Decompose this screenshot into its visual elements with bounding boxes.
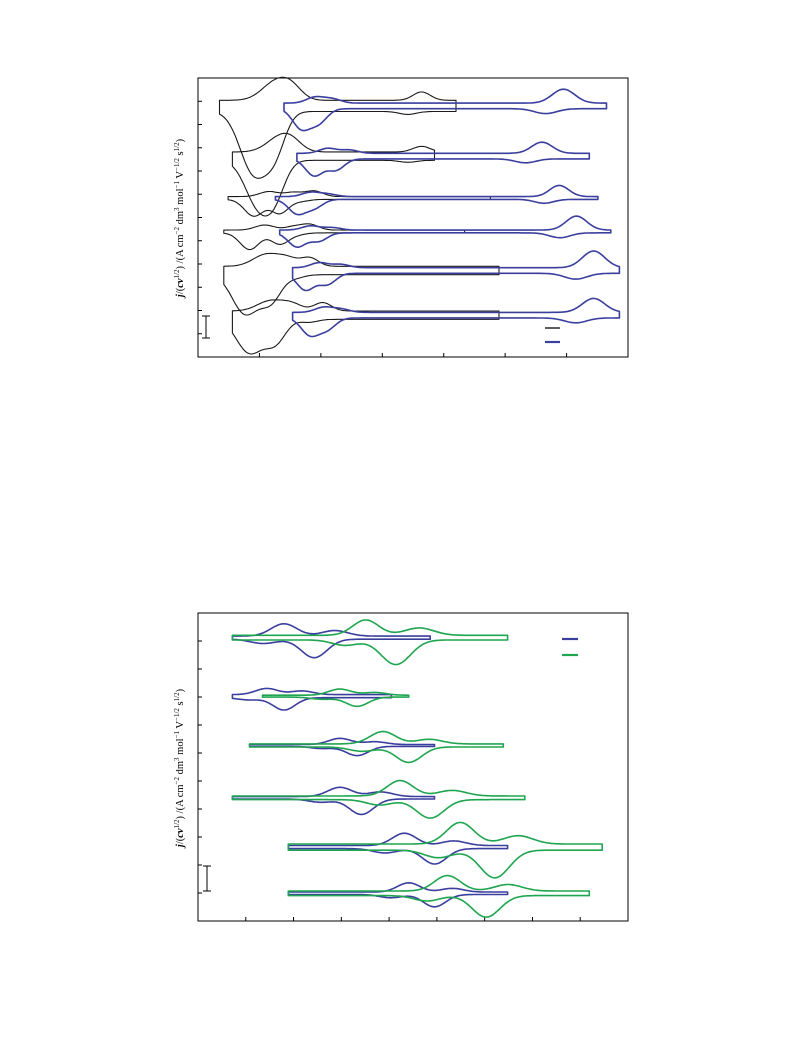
legend-top <box>545 327 560 344</box>
cv-trace-green <box>287 821 603 879</box>
tick-marks-bottom <box>198 640 581 921</box>
ylabel-part: V <box>175 721 186 731</box>
ylabel-part: −1 <box>173 181 181 189</box>
ylabel-part: −1 <box>173 731 181 739</box>
ylabel-part: 1/2 <box>173 819 181 828</box>
ylabel-part: mol <box>175 738 186 757</box>
y-axis-label-bottom: j/(cv1/2) /(A cm−2 dm3 mol−1 V−1/2 s1/2) <box>173 688 186 849</box>
scale-bar-top <box>202 315 210 339</box>
ylabel-part: s <box>175 701 186 708</box>
cv-trace-blue <box>283 88 608 132</box>
ylabel-part: j <box>175 844 186 849</box>
tick-marks-top <box>198 100 568 357</box>
ylabel-part: /( <box>175 287 186 294</box>
ylabel-part: 1/2 <box>173 142 181 151</box>
cv-trace-blue <box>287 882 509 908</box>
ylabel-part: cv <box>175 828 186 838</box>
cv-trace-black <box>218 76 457 179</box>
cv-trace-green <box>261 688 410 708</box>
cv-trace-black <box>223 223 466 251</box>
ylabel-part: ) <box>175 138 186 142</box>
cv-trace-blue <box>291 250 621 292</box>
cv-trace-blue <box>287 832 509 865</box>
cv-trace-blue <box>296 141 591 177</box>
cv-trace-blue <box>291 297 621 338</box>
cv-trace-green <box>287 874 591 918</box>
legend-bottom <box>562 637 578 657</box>
cv-trace-green <box>231 619 509 666</box>
ylabel-part: s <box>175 151 186 158</box>
cv-trace-blue <box>274 184 599 216</box>
ylabel-part: mol <box>175 188 186 207</box>
ylabel-part: dm <box>175 211 186 227</box>
ylabel-part: ) /(A cm <box>175 234 186 269</box>
y-axis-label-top: j/(cv1/2) /(A cm−2 dm3 mol−1 V−1/2 s1/2) <box>173 138 186 299</box>
ylabel-part: 1/2 <box>173 269 181 278</box>
plot-frame-bottom <box>197 612 629 922</box>
ylabel-part: j <box>175 294 186 299</box>
ylabel-part: ) <box>175 688 186 692</box>
cv-chart-top: j/(cv1/2) /(A cm−2 dm3 mol−1 V−1/2 s1/2) <box>173 76 629 358</box>
ylabel-part: 3 <box>173 207 181 211</box>
cv-trace-blue <box>278 215 612 248</box>
cv-trace-blue <box>231 786 436 816</box>
ylabel-part: −1/2 <box>173 158 181 171</box>
cv-trace-black <box>227 190 491 217</box>
cv-trace-green <box>231 779 526 819</box>
ylabel-part: 1/2 <box>173 692 181 701</box>
ylabel-part: dm <box>175 761 186 777</box>
cv-trace-black <box>223 252 500 316</box>
ylabel-part: ) /(A cm <box>175 784 186 819</box>
cv-trace-black <box>231 299 500 355</box>
plot-frame-top <box>197 77 629 358</box>
ylabel-part: −1/2 <box>173 708 181 721</box>
ylabel-part: −2 <box>173 777 181 785</box>
cv-chart-bottom: j/(cv1/2) /(A cm−2 dm3 mol−1 V−1/2 s1/2) <box>173 612 629 922</box>
ylabel-part: 3 <box>173 757 181 761</box>
cv-trace-blue <box>231 623 431 659</box>
ylabel-part: −2 <box>173 227 181 235</box>
cv-trace-black <box>231 132 436 217</box>
ylabel-part: V <box>175 171 186 181</box>
cv-trace-green <box>248 730 505 764</box>
cv-traces-bottom <box>231 619 603 918</box>
scale-bar-bottom <box>203 865 211 892</box>
cv-traces-top <box>218 76 621 355</box>
ylabel-part: /( <box>175 837 186 844</box>
ylabel-part: cv <box>175 278 186 288</box>
